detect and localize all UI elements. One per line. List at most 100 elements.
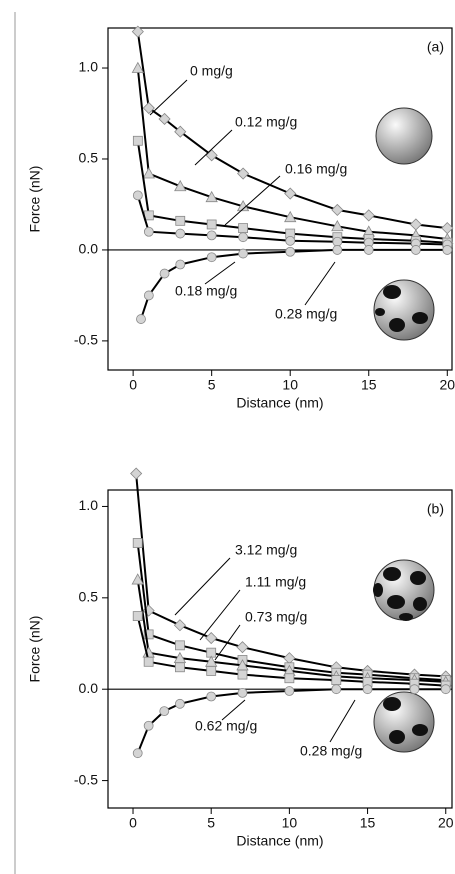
- data-point: [362, 684, 373, 695]
- data-point: [205, 631, 218, 645]
- data-point: [131, 61, 145, 73]
- data-point: [131, 25, 144, 38]
- data-point: [238, 223, 248, 234]
- series-line: [136, 615, 446, 687]
- plot-frame: [107, 27, 453, 371]
- data-point: [206, 691, 217, 702]
- series-label: 0.28 mg/g: [300, 743, 362, 759]
- x-tick-label: 5: [208, 377, 216, 393]
- data-point: [236, 641, 249, 654]
- x-tick-label: 5: [207, 815, 215, 831]
- y-tick-label: -0.5: [74, 332, 98, 348]
- data-point: [206, 252, 217, 263]
- data-point: [206, 219, 217, 230]
- series-label: 0 mg/g: [190, 63, 233, 79]
- data-point: [159, 706, 170, 717]
- series-line: [136, 67, 448, 240]
- leader-line: [221, 699, 246, 721]
- y-tick-label: 1.0: [79, 497, 99, 513]
- y-tick-label: 1.0: [79, 59, 99, 75]
- x-tick-label: 0: [129, 377, 137, 393]
- x-tick-label: 20: [438, 815, 454, 831]
- data-point: [332, 245, 343, 255]
- data-point: [206, 230, 217, 241]
- y-tick-label: 0.5: [79, 150, 99, 166]
- leader-line: [204, 261, 236, 285]
- data-point: [132, 135, 143, 146]
- data-point: [132, 748, 143, 759]
- data-point: [362, 209, 375, 222]
- series-label: 0.28 mg/g: [275, 306, 337, 322]
- sphere-dense: [373, 559, 435, 621]
- data-point: [410, 245, 421, 255]
- sphere-coated: [373, 691, 435, 753]
- x-tick-label: 15: [360, 815, 376, 831]
- data-point: [143, 629, 154, 640]
- data-point: [363, 245, 374, 255]
- x-tick-label: 0: [129, 815, 137, 831]
- y-tick-label: 0.5: [79, 589, 99, 605]
- data-point: [175, 259, 186, 270]
- x-tick-label: 15: [361, 377, 377, 393]
- data-point: [440, 684, 451, 695]
- data-point: [285, 235, 296, 246]
- x-tick-label: 10: [282, 377, 298, 393]
- data-point: [175, 698, 185, 709]
- series-label: 0.18 mg/g: [175, 283, 237, 299]
- data-point: [136, 314, 146, 324]
- data-point: [284, 210, 297, 223]
- data-point: [143, 290, 154, 301]
- x-tick-label: 20: [439, 377, 455, 393]
- x-axis-label: Distance (nm): [236, 395, 323, 411]
- x-tick-label: 10: [282, 815, 298, 831]
- panel-label: (a): [427, 39, 444, 55]
- data-point: [205, 149, 218, 162]
- data-point: [132, 190, 143, 201]
- data-point: [284, 686, 295, 696]
- series-label: 0.12 mg/g: [235, 114, 297, 130]
- data-point: [206, 666, 217, 676]
- leader-line: [194, 129, 233, 166]
- data-point: [174, 125, 187, 138]
- data-point: [283, 652, 296, 665]
- data-point: [175, 215, 186, 226]
- data-point: [175, 640, 185, 651]
- data-point: [285, 246, 296, 257]
- leader-line: [329, 699, 356, 743]
- data-point: [175, 662, 185, 673]
- leader-line: [199, 589, 241, 641]
- leader-line: [149, 79, 188, 116]
- leader-line: [174, 557, 231, 616]
- series-label: 0.16 mg/g: [285, 161, 347, 177]
- leader-line: [214, 624, 241, 661]
- series-line: [136, 140, 448, 244]
- data-point: [142, 101, 155, 115]
- series-label: 3.12 mg/g: [235, 542, 297, 558]
- data-point: [159, 268, 170, 279]
- panel-label: (b): [427, 501, 444, 517]
- data-point: [442, 245, 453, 255]
- series-line: [136, 195, 448, 246]
- data-point: [175, 228, 186, 239]
- series-label: 0.73 mg/g: [245, 609, 307, 625]
- y-tick-label: -0.5: [74, 771, 98, 787]
- y-axis-label: Force (nN): [27, 616, 43, 683]
- data-point: [132, 538, 143, 548]
- data-point: [132, 611, 143, 622]
- data-point: [142, 167, 156, 179]
- data-point: [331, 203, 344, 216]
- data-point: [331, 675, 342, 685]
- data-point: [332, 236, 343, 247]
- data-point: [173, 619, 186, 632]
- data-point: [238, 232, 248, 243]
- data-point: [131, 573, 144, 585]
- data-point: [237, 687, 248, 698]
- data-point: [284, 673, 295, 684]
- data-point: [205, 190, 218, 203]
- data-point: [143, 656, 154, 667]
- data-point: [237, 669, 248, 680]
- data-point: [409, 218, 422, 231]
- data-point: [143, 226, 154, 237]
- y-tick-label: 0.0: [79, 680, 99, 696]
